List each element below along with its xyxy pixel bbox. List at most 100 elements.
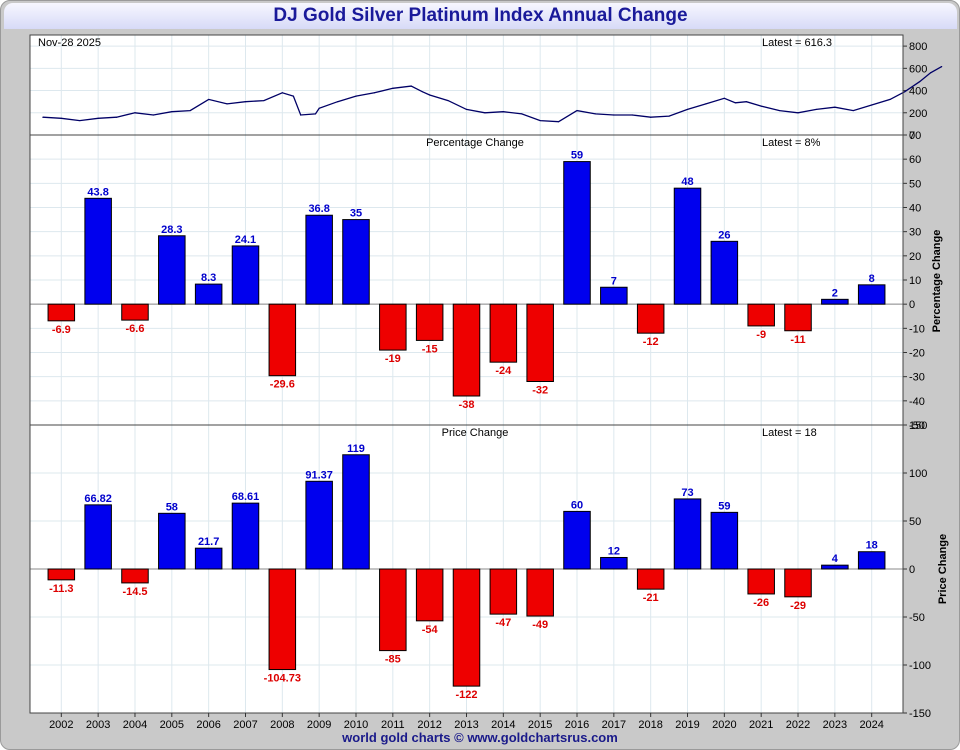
- data-label-2018: -12: [643, 336, 659, 348]
- x-tick-label-2024: 2024: [859, 719, 883, 731]
- data-label-2010: 119: [347, 443, 365, 455]
- x-tick-label-2018: 2018: [638, 719, 662, 731]
- price-point: [815, 108, 818, 111]
- data-label-2020: 59: [718, 500, 730, 512]
- bar-2022: [784, 568, 812, 598]
- data-label-2013: -38: [459, 399, 475, 411]
- bar-2013: [452, 303, 481, 397]
- bar-2015: [526, 303, 554, 382]
- x-tick-label-2003: 2003: [86, 719, 110, 731]
- y-tick-label: -30: [909, 372, 925, 384]
- data-label-2024: 8: [869, 273, 875, 285]
- price-point: [941, 65, 943, 68]
- bar-2018: [636, 303, 665, 334]
- y-tick-label: -50: [909, 420, 925, 432]
- price-point: [336, 101, 339, 103]
- data-label-2017: 7: [611, 275, 617, 287]
- y-axis-title: Percentage Change: [931, 230, 943, 333]
- data-label-2011: -85: [385, 654, 401, 666]
- price-point: [447, 99, 449, 102]
- y-tick-label: -150: [909, 708, 931, 720]
- data-label-2011: -19: [385, 353, 401, 365]
- footer-credit: world gold charts © www.goldchartsrus.co…: [342, 730, 618, 745]
- data-label-2016: 60: [571, 499, 583, 511]
- x-tick-label-2022: 2022: [786, 719, 810, 731]
- price-point: [918, 81, 921, 83]
- bar-2013: [452, 568, 481, 687]
- chart-title: DJ Gold Silver Platinum Index Annual Cha…: [273, 5, 688, 26]
- data-label-2012: -15: [422, 343, 438, 355]
- x-tick-label-2012: 2012: [417, 719, 441, 731]
- x-tick-label-2021: 2021: [749, 719, 773, 731]
- data-label-2010: 35: [350, 208, 362, 220]
- y-tick-label: -100: [909, 660, 931, 672]
- bar-2005: [158, 512, 186, 570]
- data-label-2021: -26: [753, 597, 769, 609]
- x-axis: 2002 2003 2004 2005 2006 2007 2008 2009 2010 2011…: [49, 713, 884, 731]
- y-tick-label: 400: [909, 86, 927, 98]
- x-tick-label-2010: 2010: [344, 719, 368, 731]
- price-point: [686, 108, 689, 111]
- bar-2014: [489, 568, 518, 615]
- data-label-2003: 66.82: [84, 493, 112, 505]
- panel-title: Price Change: [442, 427, 509, 439]
- y-axis-title: Price Change: [937, 534, 949, 604]
- x-tick-label-2006: 2006: [196, 719, 220, 731]
- bar-2011: [379, 568, 407, 652]
- bar-2011: [379, 303, 407, 351]
- data-label-2015: -32: [532, 385, 548, 397]
- y-tick-label: 50: [909, 178, 921, 190]
- x-tick-label-2004: 2004: [123, 719, 147, 731]
- latest-label: Latest = 8%: [762, 137, 821, 149]
- data-label-2005: 28.3: [161, 224, 182, 236]
- bar-2014: [489, 303, 518, 363]
- price-point: [723, 97, 725, 99]
- y-tick-label: -50: [909, 612, 925, 624]
- price-point: [871, 104, 873, 106]
- bar-2015: [526, 568, 554, 617]
- latest-label: Latest = 18: [762, 427, 817, 439]
- data-label-2007: 24.1: [235, 234, 256, 246]
- bar-2017: [600, 556, 628, 570]
- price-point: [539, 119, 541, 122]
- data-label-2016: 59: [571, 150, 583, 162]
- y-tick-label: 200: [909, 108, 927, 120]
- data-label-2007: 68.61: [232, 491, 260, 503]
- bar-2003: [84, 504, 112, 570]
- bar-2012: [415, 568, 444, 622]
- price-point: [705, 103, 707, 105]
- x-tick-label-2016: 2016: [565, 719, 589, 731]
- date-label: Nov-28 2025: [38, 37, 101, 49]
- y-tick-label: -20: [909, 348, 925, 360]
- data-label-2006: 8.3: [201, 272, 216, 284]
- price-point: [668, 115, 670, 117]
- data-label-2012: -54: [422, 624, 439, 636]
- bar-2004: [121, 568, 149, 584]
- price-point: [930, 72, 932, 74]
- bar-2020: [710, 240, 739, 305]
- x-tick-label-2020: 2020: [712, 719, 736, 731]
- price-point: [281, 92, 283, 94]
- data-label-2013: -122: [455, 689, 477, 701]
- title-bar: DJ Gold Silver Platinum Index Annual Cha…: [4, 3, 957, 29]
- price-point: [834, 106, 836, 108]
- price-point: [594, 113, 597, 115]
- data-label-2021: -9: [756, 329, 766, 341]
- price-point: [171, 111, 173, 113]
- price-point: [421, 91, 423, 93]
- bar-2002: [47, 568, 76, 581]
- price-point: [760, 105, 762, 107]
- data-label-2004: -6.6: [125, 323, 144, 335]
- bar-2022: [784, 303, 812, 332]
- price-point: [410, 85, 412, 87]
- data-label-2002: -6.9: [52, 324, 71, 336]
- y-tick-label: 30: [909, 227, 921, 239]
- x-tick-label-2008: 2008: [270, 719, 294, 731]
- data-label-2022: -29: [790, 600, 806, 612]
- price-point: [745, 101, 748, 103]
- x-tick-label-2005: 2005: [160, 719, 184, 731]
- price-point: [79, 119, 81, 122]
- data-label-2024: 18: [866, 540, 878, 552]
- x-tick-label-2013: 2013: [454, 719, 478, 731]
- price-point: [226, 103, 228, 105]
